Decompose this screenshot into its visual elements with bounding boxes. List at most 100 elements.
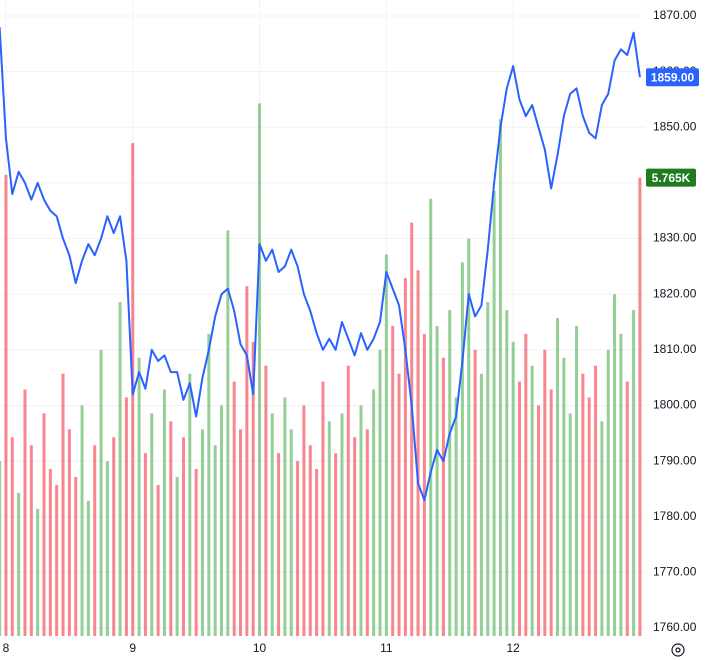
volume-bar: [429, 198, 433, 636]
volume-bar: [302, 405, 306, 636]
volume-bar: [105, 461, 109, 636]
volume-bar: [112, 437, 116, 636]
volume-bar: [575, 325, 579, 636]
volume-bar: [181, 437, 185, 636]
y-tick-label: 1850.00: [653, 119, 697, 133]
volume-bar: [61, 373, 65, 636]
x-tick-label: 10: [253, 641, 267, 655]
volume-bar: [220, 405, 224, 636]
volume-bar: [473, 349, 477, 636]
time-axis: [0, 636, 645, 660]
price-axis: [645, 0, 706, 660]
volume-bar: [498, 119, 502, 636]
volume-bar: [359, 405, 363, 636]
volume-bar: [67, 429, 71, 636]
volume-bar: [384, 254, 388, 636]
volume-bar: [410, 222, 414, 636]
volume-bar: [613, 294, 617, 636]
volume-bar: [524, 333, 528, 636]
y-tick-label: 1800.00: [653, 398, 697, 412]
volume-bar: [454, 397, 458, 636]
price-tag: [646, 68, 699, 87]
volume-bar: [4, 174, 8, 636]
price-line: [0, 27, 641, 502]
volume-bar: [346, 365, 350, 636]
x-tick-label: 12: [506, 641, 520, 655]
volume-bar: [321, 381, 325, 636]
y-tick-label: 1870.00: [653, 8, 697, 22]
volume-bar: [441, 357, 445, 636]
volume-bar: [283, 397, 287, 636]
volume-bar: [289, 429, 293, 636]
volume-bar: [594, 365, 598, 636]
volume-bar: [55, 484, 59, 636]
volume-bar: [143, 453, 147, 636]
volume-bar: [327, 421, 331, 636]
gear-outline: [671, 643, 685, 657]
volume-bar: [213, 445, 217, 636]
volume-bar: [74, 477, 78, 636]
volume-bar: [422, 333, 426, 636]
gear-center: [675, 647, 681, 653]
volume-bar: [556, 318, 560, 636]
volume-bar: [517, 381, 521, 636]
volume-bar: [0, 461, 2, 636]
volume-bar: [530, 365, 534, 636]
volume-bar: [600, 421, 604, 636]
volume-bar: [435, 325, 439, 636]
volume-bar: [536, 405, 540, 636]
volume-bar: [562, 357, 566, 636]
volume-bar: [175, 477, 179, 636]
volume-bar: [391, 325, 395, 636]
volume-bar: [296, 461, 300, 636]
volume-bar: [587, 397, 591, 636]
volume-bar: [378, 349, 382, 636]
volume-bar: [353, 437, 357, 636]
volume-bar: [80, 405, 84, 636]
volume-bar: [194, 469, 198, 636]
x-tick-label: 8: [3, 641, 10, 655]
volume-bar: [36, 508, 40, 636]
volume-bar: [467, 238, 471, 636]
volume-bar: [505, 310, 509, 636]
y-tick-label: 1770.00: [653, 565, 697, 579]
volume-bar: [619, 333, 623, 636]
volume-bar: [99, 349, 103, 636]
volume-bar: [543, 349, 547, 636]
volume-bar: [200, 429, 204, 636]
volume-bar: [403, 278, 407, 636]
y-tick-label: 1830.00: [653, 231, 697, 245]
volume-bar: [492, 190, 496, 637]
y-tick-label: 1810.00: [653, 342, 697, 356]
volume-bar: [448, 310, 452, 636]
volume-bar: [258, 103, 262, 637]
x-tick-label: 9: [129, 641, 136, 655]
volume-bar: [86, 500, 90, 636]
price-tag-label: 1859.00: [651, 70, 695, 84]
volume-bar: [162, 389, 166, 636]
volume-bar: [124, 397, 128, 636]
volume-bar: [632, 310, 636, 636]
x-tick-label: 11: [380, 641, 393, 655]
volume-bar: [188, 373, 192, 636]
volume-bar: [48, 469, 52, 636]
volume-bar: [340, 413, 344, 636]
volume-bar: [226, 230, 230, 637]
y-tick-label: 1760.00: [653, 620, 697, 634]
volume-tag: [646, 168, 696, 187]
volume-bar: [486, 302, 490, 636]
volume-bar: [549, 389, 553, 636]
volume-bar: [251, 341, 255, 636]
volume-bar: [23, 389, 27, 636]
volume-bar: [156, 484, 160, 636]
volume-bar: [118, 302, 122, 636]
volume-bar: [270, 413, 274, 636]
volume-bar: [150, 413, 154, 636]
volume-bar: [207, 333, 211, 636]
volume-bar: [137, 357, 141, 636]
volume-bar: [365, 429, 369, 636]
volume-bar: [29, 445, 33, 636]
settings-icon[interactable]: [671, 643, 685, 657]
volume-bar: [511, 341, 515, 636]
